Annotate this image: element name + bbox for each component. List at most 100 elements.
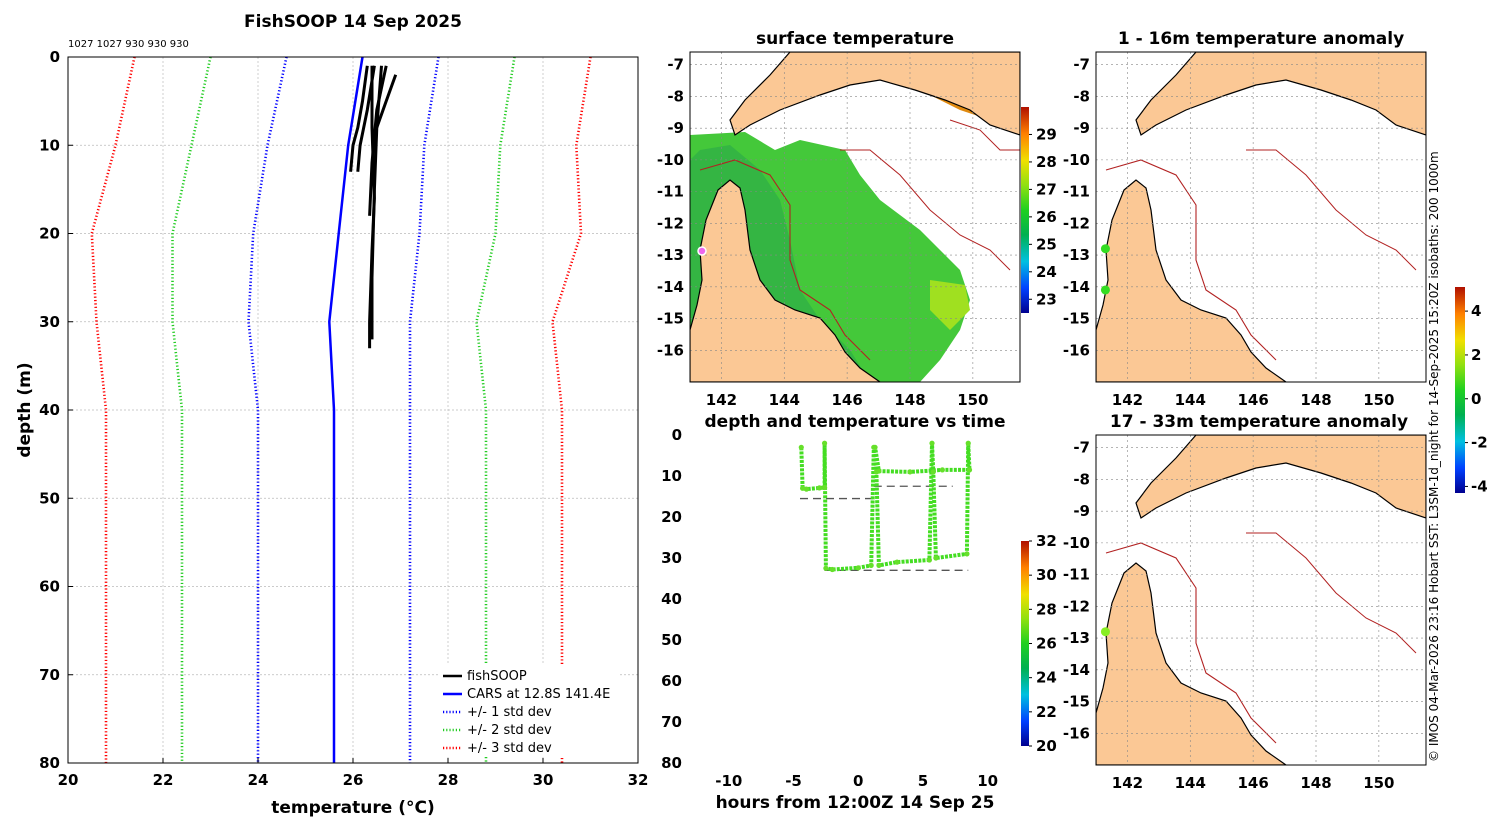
sst-colorbar-tick-label: 28	[1036, 153, 1057, 171]
depth-time-point	[876, 562, 882, 568]
sst-ytick-label: -9	[667, 119, 684, 137]
anomaly-2-xtick-label: 144	[1175, 774, 1206, 792]
depth-time-colorbar-ticks: 20 22 24 26 28 30 32	[1029, 532, 1057, 755]
depth-time-panel: depth and temperature vs time -10 -5 0 5 10 0…	[661, 412, 1057, 813]
legend-items: fishSOOP CARS at 12.8S 141.4E +/- 1 std de…	[443, 669, 610, 756]
anomaly-2-ytick-label: -14	[1063, 661, 1090, 679]
anomaly-2-body	[1096, 435, 1426, 765]
depth-time-xtick-label: -10	[715, 772, 742, 790]
profile-legend: fishSOOP CARS at 12.8S 141.4E +/- 1 std de…	[438, 664, 618, 756]
anomaly-1-body	[1096, 52, 1426, 382]
depth-time-track	[798, 440, 973, 573]
depth-time-point	[894, 559, 900, 565]
depth-time-ytick-label: 60	[661, 672, 682, 690]
profile-y-ticks: 0 10 20 30 40 50 60 70 80	[39, 48, 73, 772]
isobath-1000	[840, 149, 1011, 271]
anomaly-1-frame	[1095, 51, 1427, 383]
sst-map-ticks: 142 144 146 148 150 -7 -8 -9 -10 -11 -12 -13 -14 -15 -…	[657, 56, 989, 409]
profile-top-annotation: 1027 1027 930 930 930	[68, 39, 189, 50]
sst-xtick-label: 142	[706, 391, 737, 409]
profile-ytick-label: 60	[39, 578, 60, 596]
profile-line--1-std	[247, 56, 288, 763]
anomaly-1-ytick-label: -12	[1063, 214, 1090, 232]
depth-time-ytick-label: 80	[661, 754, 682, 772]
depth-time-colorbar	[1021, 541, 1029, 746]
depth-time-point	[799, 485, 806, 491]
profile-ytick-label: 30	[39, 313, 60, 331]
anomaly-2-xtick-label: 148	[1300, 774, 1331, 792]
profile-ylabel: depth (m)	[15, 362, 35, 457]
anomaly-2-ytick-label: -9	[1073, 502, 1090, 520]
sst-colorbar-tick-label: 29	[1036, 125, 1057, 143]
anomaly-point	[1100, 627, 1110, 637]
depth-time-point	[929, 440, 935, 446]
depth-time-xtick-label: 0	[853, 772, 863, 790]
anomaly-2-grid	[1096, 435, 1426, 765]
profile-xtick-label: 32	[628, 771, 649, 789]
sst-ytick-label: -12	[657, 214, 684, 232]
depth-time-colorbar-tick-label: 22	[1036, 703, 1057, 721]
legend-label: CARS at 12.8S 141.4E	[467, 687, 610, 702]
profile-xtick-label: 28	[438, 771, 459, 789]
depth-time-xtick-label: 10	[977, 772, 998, 790]
sst-ytick-label: -10	[657, 151, 684, 169]
sst-grid	[690, 52, 1020, 382]
anomaly-2-ytick-label: -16	[1063, 724, 1090, 742]
sst-map-title: surface temperature	[756, 29, 954, 49]
anomaly-1-ytick-label: -13	[1063, 246, 1090, 264]
sst-map-frame	[689, 51, 1021, 383]
anomaly-2-cape-york	[1096, 562, 1288, 765]
sst-map-body	[690, 52, 1020, 382]
anomaly-1-isobath-1000	[1246, 149, 1417, 271]
anomaly-1-title: 1 - 16m temperature anomaly	[1118, 29, 1404, 49]
credit-text: © IMOS 04-Mar-2026 23:16 Hobart SST: L3S…	[1427, 151, 1441, 762]
anomaly-2-ytick-label: -13	[1063, 629, 1090, 647]
sst-colorbar-tick-label: 26	[1036, 208, 1057, 226]
sst-xtick-label: 148	[894, 391, 925, 409]
anomaly-1-cape-york	[1096, 179, 1288, 382]
depth-time-point	[964, 551, 970, 557]
sst-warm-patch	[930, 280, 970, 330]
legend-label: +/- 1 std dev	[467, 705, 552, 720]
depth-time-ytick-label: 0	[672, 426, 682, 444]
anomaly-colorbar-tick-label: 4	[1471, 302, 1481, 320]
anomaly-2-ytick-label: -8	[1073, 470, 1090, 488]
fishsoop-cast-5	[368, 65, 388, 216]
anomaly-colorbar-tick-label: -4	[1471, 477, 1488, 495]
anomaly-1-ticks: 142 144 146 148 150 -7 -8 -9 -10 -11 -12 -13 -14 -15 -…	[1063, 56, 1395, 409]
anomaly-2-ytick-label: -7	[1073, 439, 1090, 457]
depth-time-colorbar-tick-label: 26	[1036, 635, 1057, 653]
anomaly-1-grid	[1096, 52, 1426, 382]
depth-time-xtick-label: -5	[785, 772, 802, 790]
depth-time-point	[821, 440, 828, 446]
depth-time-point	[907, 469, 913, 475]
profile-ytick-label: 20	[39, 225, 60, 243]
anomaly-point	[1100, 285, 1110, 295]
anomaly-2-ytick-label: -12	[1063, 597, 1090, 615]
profile-line--2-std	[171, 56, 212, 763]
fishsoop-cast-4	[375, 74, 398, 129]
anomaly-2-frame	[1095, 434, 1427, 766]
depth-time-ytick-label: 20	[661, 508, 682, 526]
depth-time-colorbar-tick-label: 32	[1036, 532, 1057, 550]
anomaly-1-ytick-label: -11	[1063, 183, 1090, 201]
anomaly-2-ticks: 142 144 146 148 150 -7 -8 -9 -10 -11 -12 -13 -14 -15 -…	[1063, 439, 1395, 792]
profile-title: FishSOOP 14 Sep 2025	[244, 12, 462, 32]
vessel-marker	[697, 246, 707, 256]
depth-time-xtick-label: 5	[918, 772, 928, 790]
legend-label: +/- 2 std dev	[467, 723, 552, 738]
legend-label: fishSOOP	[467, 669, 527, 684]
profile-xtick-label: 20	[58, 771, 79, 789]
anomaly-1-panel: 1 - 16m temperature anomaly 142 144 146 148…	[1063, 29, 1427, 409]
anomaly-colorbar-tick-label: 2	[1471, 346, 1481, 364]
anomaly-1-xtick-label: 150	[1363, 391, 1394, 409]
sst-ytick-label: -7	[667, 56, 684, 74]
isobath-200	[699, 159, 871, 361]
profile-ytick-label: 50	[39, 489, 60, 507]
profile-line--1-std	[408, 56, 440, 763]
anomaly-colorbar-tick-label: 0	[1471, 390, 1481, 408]
depth-time-colorbar-tick-label: 20	[1036, 737, 1057, 755]
profile-ytick-label: 70	[39, 666, 60, 684]
anomaly-2-ytick-label: -11	[1063, 566, 1090, 584]
